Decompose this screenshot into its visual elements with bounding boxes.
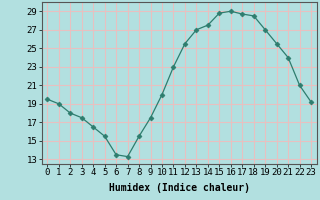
X-axis label: Humidex (Indice chaleur): Humidex (Indice chaleur) [109,183,250,193]
